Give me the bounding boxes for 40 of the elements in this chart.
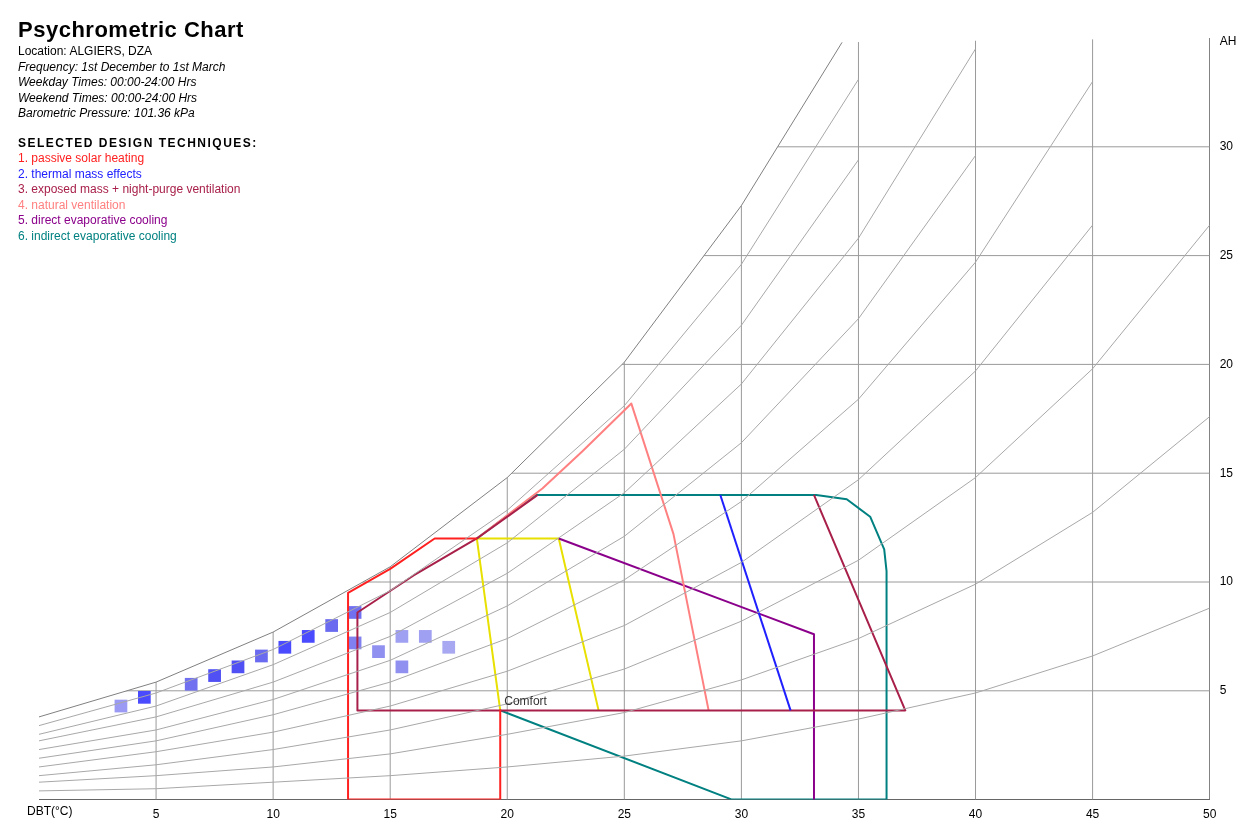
- text: Location: ALGIERS, DZA: [18, 44, 154, 60]
- y-tick-label: 25: [1219, 247, 1234, 262]
- annotation: Weekend Times: 00:00-24:00 Hrs: [18, 90, 199, 106]
- annotation: Comfort: [504, 693, 548, 708]
- x-axis-title: DBT(°C): [27, 803, 73, 818]
- text: 1. passive solar heating: [18, 151, 146, 167]
- point: [372, 645, 385, 658]
- point: [301, 630, 315, 643]
- point: [184, 677, 198, 691]
- text: 5. direct evaporative cooling: [18, 213, 169, 229]
- x-tick-label: 10: [266, 807, 281, 822]
- x-tick-label: 30: [734, 807, 749, 822]
- y-tick-label: 30: [1219, 139, 1234, 154]
- x-tick-label: 25: [617, 807, 632, 822]
- y-axis-title: AH: [1219, 34, 1237, 49]
- point: [325, 619, 339, 632]
- y-tick-label: 15: [1219, 465, 1234, 480]
- x-tick-label: 50: [1202, 807, 1217, 822]
- point: [418, 630, 432, 643]
- text: 4. natural ventilation: [18, 197, 127, 213]
- x-tick-label: 45: [1085, 807, 1100, 822]
- point: [395, 630, 409, 643]
- y-tick-label: 5: [1219, 683, 1227, 698]
- annotation: Barometric Pressure: 101.36 kPa: [18, 106, 196, 122]
- y-tick-label: 20: [1219, 356, 1234, 371]
- annotation: Frequency: 1st December to 1st March: [18, 59, 227, 75]
- x-tick-label: 5: [152, 807, 160, 822]
- x-tick-label: 15: [383, 807, 398, 822]
- y-tick-label: 10: [1219, 574, 1234, 589]
- legend-title: SELECTED DESIGN TECHNIQUES:: [18, 135, 258, 151]
- point: [442, 640, 456, 654]
- text: 2. thermal mass effects: [18, 166, 143, 182]
- x-tick-label: 20: [500, 807, 515, 822]
- chart-title: Psychrometric Chart: [18, 16, 245, 44]
- text: 3. exposed mass + night-purge ventilation: [18, 182, 242, 198]
- point: [278, 640, 292, 654]
- x-tick-label: 40: [968, 807, 983, 822]
- x-tick-label: 35: [851, 807, 866, 822]
- text: 6. indirect evaporative cooling: [18, 228, 178, 244]
- annotation: Weekday Times: 00:00-24:00 Hrs: [18, 75, 198, 91]
